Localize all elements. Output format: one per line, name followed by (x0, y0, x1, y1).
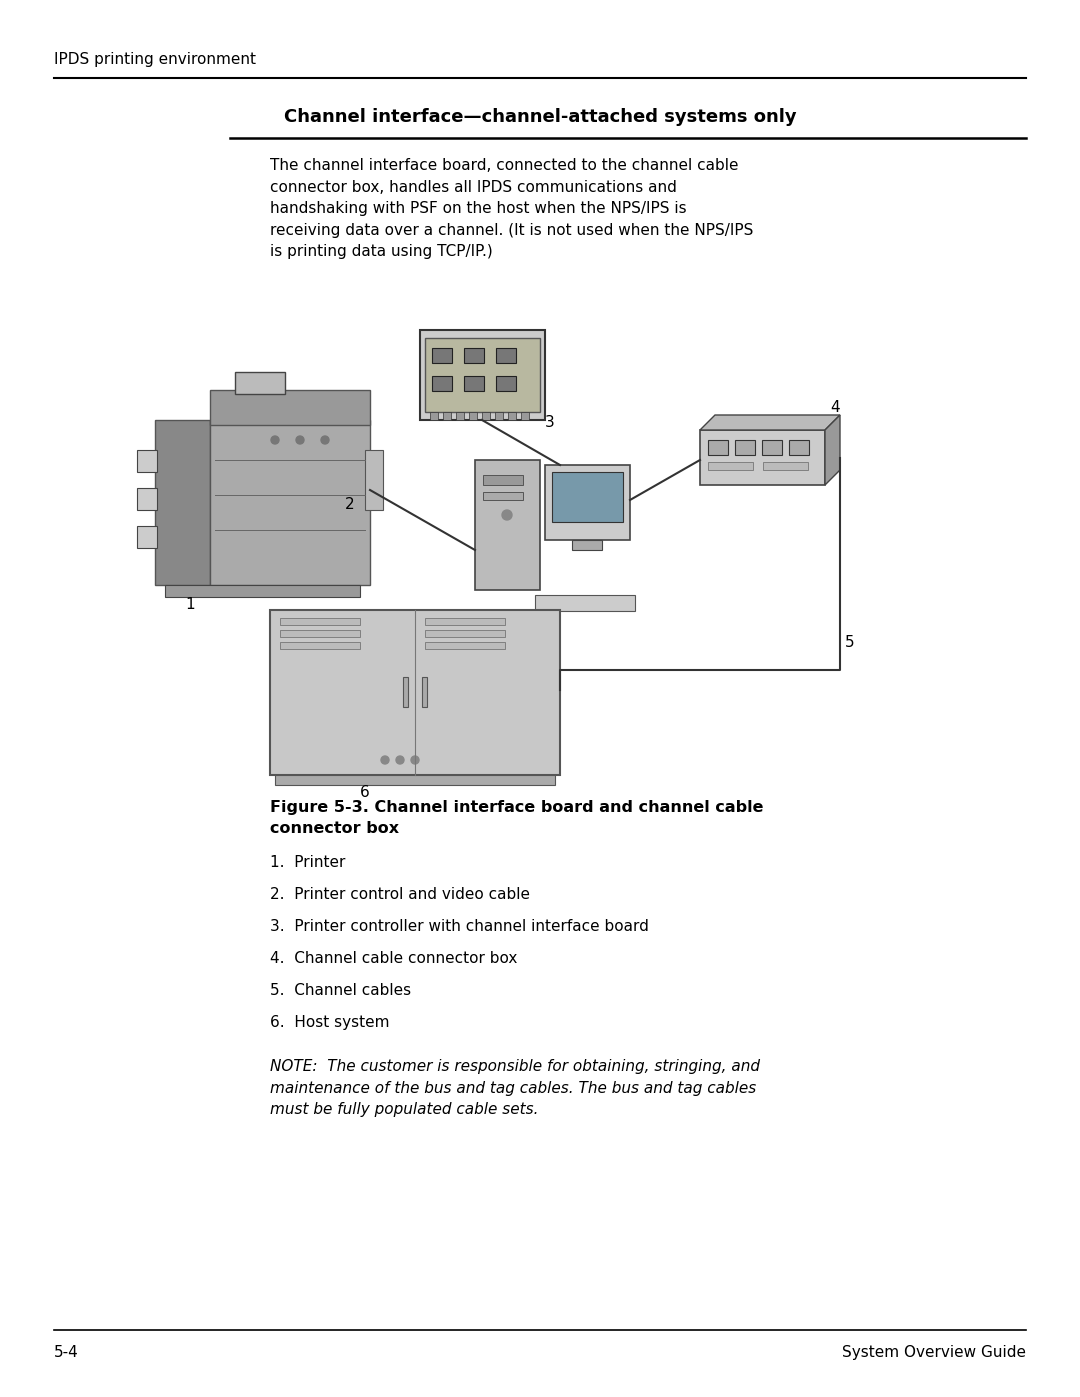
Bar (545, 465, 630, 541)
Text: 4.  Channel cable connector box: 4. Channel cable connector box (270, 951, 517, 965)
Bar (572, 541, 602, 550)
Text: 5-4: 5-4 (54, 1345, 79, 1361)
Bar (735, 440, 755, 455)
Bar (496, 376, 516, 391)
Text: 6: 6 (360, 785, 369, 800)
Bar (430, 412, 438, 420)
Text: 1.  Printer: 1. Printer (270, 855, 346, 870)
Bar (464, 348, 484, 363)
Bar (483, 492, 523, 500)
Circle shape (271, 436, 279, 444)
Circle shape (321, 436, 329, 444)
Bar (280, 617, 360, 624)
Bar (365, 450, 383, 510)
Text: 6.  Host system: 6. Host system (270, 1016, 390, 1030)
Bar (789, 440, 809, 455)
Bar (464, 376, 484, 391)
Bar (432, 348, 453, 363)
Bar (482, 412, 490, 420)
Text: 4: 4 (831, 400, 839, 415)
Bar (426, 338, 540, 412)
Text: 1: 1 (185, 597, 194, 612)
Bar (475, 460, 540, 590)
Bar (708, 462, 753, 469)
Bar (270, 610, 561, 775)
Bar (420, 330, 545, 420)
Bar (426, 617, 505, 624)
Bar (762, 440, 782, 455)
Bar (137, 527, 157, 548)
Text: IPDS printing environment: IPDS printing environment (54, 52, 256, 67)
Text: 3: 3 (545, 415, 555, 430)
Circle shape (502, 510, 512, 520)
Polygon shape (825, 415, 840, 485)
Bar (280, 630, 360, 637)
Bar (496, 348, 516, 363)
Bar (708, 440, 728, 455)
Text: The channel interface board, connected to the channel cable
connector box, handl: The channel interface board, connected t… (270, 158, 754, 260)
Text: 2.  Printer control and video cable: 2. Printer control and video cable (270, 887, 530, 902)
Bar (156, 420, 210, 585)
Text: Channel interface—channel-attached systems only: Channel interface—channel-attached syste… (284, 108, 796, 126)
Text: connector box: connector box (270, 821, 400, 835)
Bar (165, 585, 360, 597)
Text: 5: 5 (845, 636, 854, 650)
Bar (508, 412, 516, 420)
Bar (210, 390, 370, 425)
Text: 3.  Printer controller with channel interface board: 3. Printer controller with channel inter… (270, 919, 649, 935)
Bar (495, 412, 503, 420)
Text: System Overview Guide: System Overview Guide (842, 1345, 1026, 1361)
Bar (280, 643, 360, 650)
Bar (422, 678, 427, 707)
Bar (700, 430, 825, 485)
Bar (210, 420, 370, 585)
Bar (137, 450, 157, 472)
Text: NOTE:  The customer is responsible for obtaining, stringing, and
maintenance of : NOTE: The customer is responsible for ob… (270, 1059, 760, 1118)
Bar (432, 376, 453, 391)
Bar (552, 472, 623, 522)
Bar (521, 412, 529, 420)
Circle shape (396, 756, 404, 764)
Bar (535, 595, 635, 610)
Bar (426, 630, 505, 637)
Bar (483, 475, 523, 485)
Bar (443, 412, 451, 420)
Bar (235, 372, 285, 394)
Text: 2: 2 (345, 497, 354, 511)
Circle shape (296, 436, 303, 444)
Bar (456, 412, 464, 420)
Bar (275, 775, 555, 785)
Bar (137, 488, 157, 510)
Bar (762, 462, 808, 469)
Text: Figure 5-3. Channel interface board and channel cable: Figure 5-3. Channel interface board and … (270, 800, 764, 814)
Polygon shape (700, 415, 840, 430)
Bar (469, 412, 477, 420)
Circle shape (381, 756, 389, 764)
Bar (403, 678, 408, 707)
Circle shape (411, 756, 419, 764)
Text: 5.  Channel cables: 5. Channel cables (270, 983, 411, 997)
Bar (426, 643, 505, 650)
